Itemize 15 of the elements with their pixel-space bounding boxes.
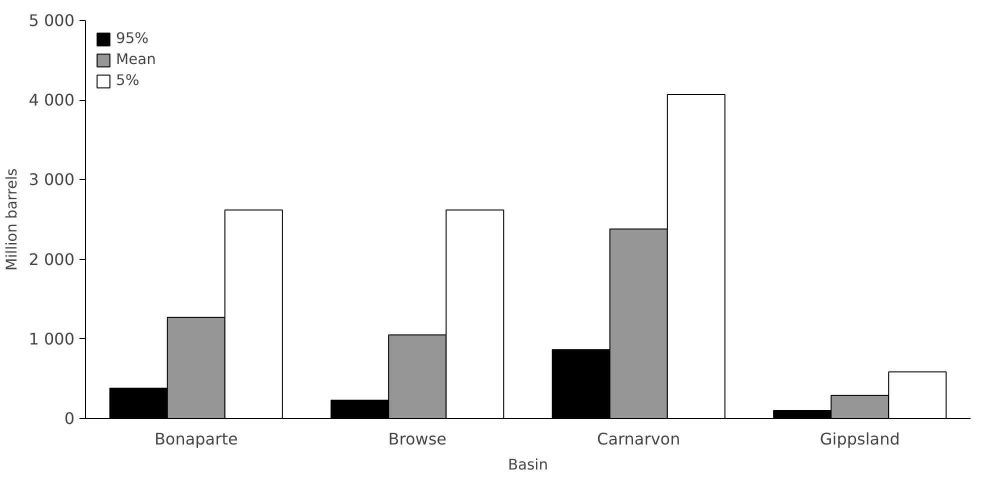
- legend-label: 5%: [116, 72, 140, 89]
- legend-label: 95%: [116, 30, 149, 47]
- y-tick-label: 3 000: [28, 170, 75, 190]
- y-tick-label: 2 000: [28, 250, 75, 269]
- y-tick-label: 4 000: [28, 90, 75, 110]
- x-tick-label: Gippsland: [820, 430, 900, 448]
- x-tick-label: Bonaparte: [154, 430, 238, 448]
- x-tick-label: Carnarvon: [597, 430, 680, 448]
- y-tick-label: 5 000: [28, 11, 75, 30]
- y-axis-title: Million barrels: [4, 168, 21, 271]
- legend-label: Mean: [116, 51, 156, 68]
- x-axis-title: Basin: [508, 456, 548, 474]
- y-tick-label: 0: [64, 409, 75, 428]
- y-tick-label: 1 000: [28, 329, 75, 348]
- x-tick-label: Browse: [388, 430, 447, 448]
